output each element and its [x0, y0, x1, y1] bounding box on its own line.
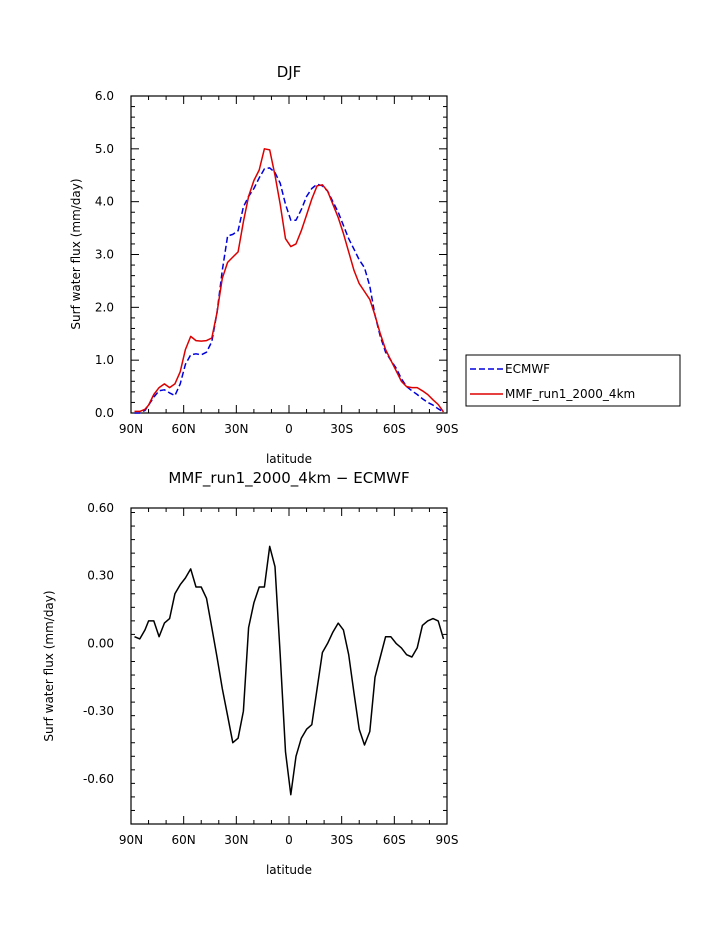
series-line-mmf-run1-2000-4km — [134, 148, 445, 413]
x-tick-label: 30S — [330, 833, 353, 847]
legend-ecmwf-label: ECMWF — [505, 362, 550, 376]
y-tick-label: 0.0 — [95, 406, 114, 420]
y-tick-label: 1.0 — [95, 353, 114, 367]
bottom-y-axis-label: Surf water flux (mm/day) — [42, 590, 56, 741]
y-tick-label: 0.00 — [87, 636, 114, 650]
x-tick-label: 90N — [119, 833, 143, 847]
x-tick-label: 30N — [224, 833, 248, 847]
x-tick-label: 60N — [172, 422, 196, 436]
bottom-series — [134, 545, 445, 796]
top-ticks: 90N 60N 30N 0 30S 60S 90S 0.0 1.0 2.0 3.0 4.0 5.0 6.0 — [95, 89, 459, 436]
x-tick-label: 90N — [119, 422, 143, 436]
top-x-axis-label: latitude — [266, 452, 312, 466]
y-tick-label: 2.0 — [95, 300, 114, 314]
bottom-panel: MMF_run1_2000_4km − ECMWF latitude Surf … — [42, 469, 458, 877]
y-tick-label: 0.30 — [87, 569, 114, 583]
y-tick-label: 6.0 — [95, 89, 114, 103]
y-tick-label: 5.0 — [95, 142, 114, 156]
series-line-ecmwf — [134, 167, 444, 414]
x-tick-label: 30N — [224, 422, 248, 436]
x-tick-label: 30S — [330, 422, 353, 436]
x-tick-label: 90S — [436, 422, 459, 436]
bottom-chart-title: MMF_run1_2000_4km − ECMWF — [168, 469, 409, 488]
series-line-difference — [134, 545, 445, 796]
top-y-axis-label: Surf water flux (mm/day) — [69, 178, 83, 329]
x-tick-label: 60S — [383, 833, 406, 847]
top-plot-frame — [130, 95, 448, 414]
legend-box — [465, 354, 681, 407]
x-tick-label: 90S — [436, 833, 459, 847]
bottom-ticks: 90N 60N 30N 0 30S 60S 90S 0.60 0.30 0.00 -0.30 -0.6… — [83, 501, 459, 847]
bottom-x-axis-label: latitude — [266, 863, 312, 877]
legend-mmf-label: MMF_run1_2000_4km — [505, 387, 635, 401]
y-tick-label: -0.60 — [83, 772, 114, 786]
x-tick-label: 60S — [383, 422, 406, 436]
top-panel: DJF latitude Surf water flux (mm/day) 90… — [69, 63, 458, 466]
y-tick-label: 0.60 — [87, 501, 114, 515]
x-tick-label: 0 — [285, 422, 293, 436]
y-tick-label: 4.0 — [95, 195, 114, 209]
top-chart-title: DJF — [277, 63, 302, 81]
x-tick-label: 0 — [285, 833, 293, 847]
y-tick-label: 3.0 — [95, 248, 114, 262]
top-series — [134, 148, 445, 414]
x-tick-label: 60N — [172, 833, 196, 847]
y-tick-label: -0.30 — [83, 704, 114, 718]
legend: ECMWF MMF_run1_2000_4km — [465, 354, 681, 407]
